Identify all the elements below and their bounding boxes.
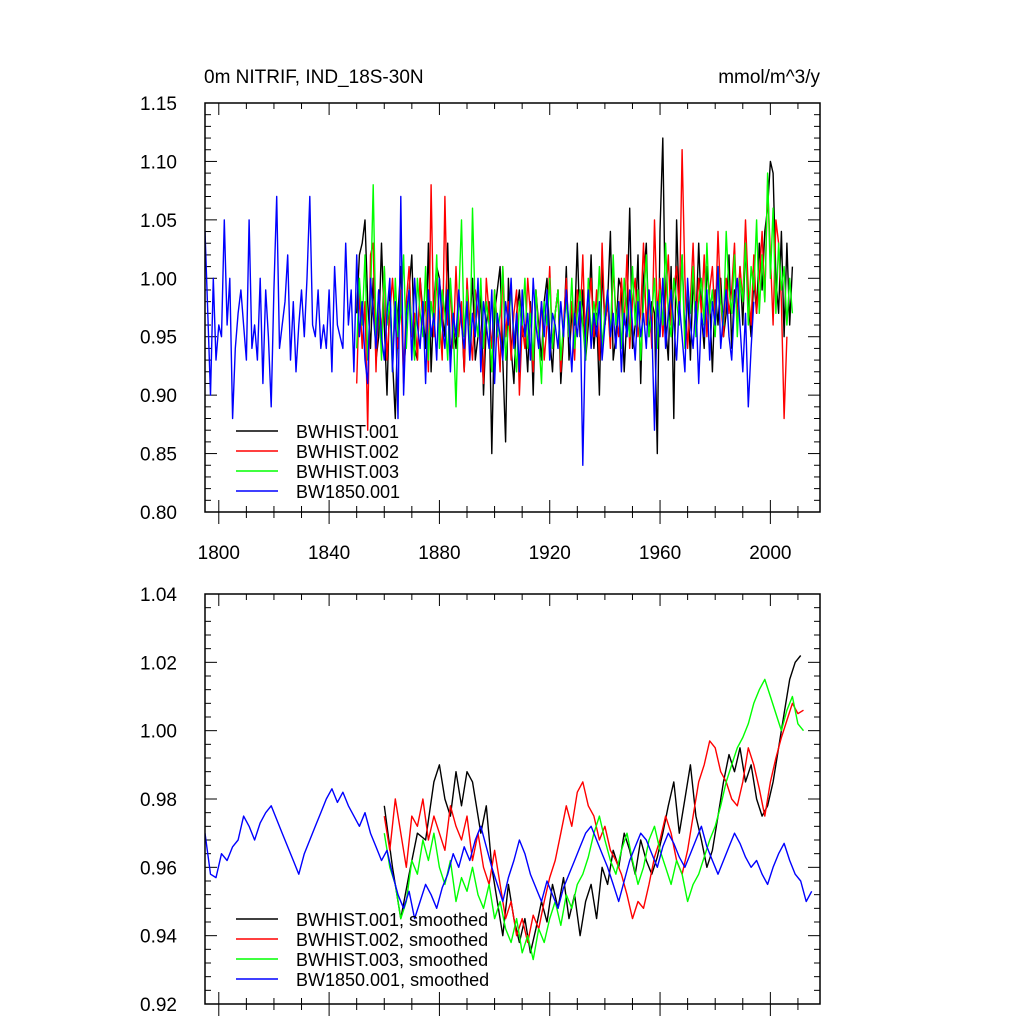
plot-frame: [204, 102, 821, 513]
y-tick-label: 1.00: [140, 722, 177, 743]
y-tick-labels: 0.92 0.94 0.96 0.98 1.00 1.02 1.04: [140, 585, 177, 1016]
chart-units: mmol/m^3/y: [718, 67, 820, 88]
y-tick-label: 1.04: [140, 585, 177, 606]
y-tick-label: 0.92: [140, 995, 177, 1016]
legend-label: BWHIST.002: [296, 442, 399, 462]
x-tick-label: 2000: [749, 543, 791, 564]
y-tick-label: 1.10: [140, 152, 177, 173]
y-tick-label: 1.00: [140, 269, 177, 290]
y-tick-label: 1.05: [140, 211, 177, 232]
x-tick-label: 1840: [308, 543, 350, 564]
x-tick-label: 1960: [639, 543, 681, 564]
legend-label: BWHIST.002, smoothed: [296, 930, 488, 950]
series-line: [205, 195, 755, 466]
x-tick-label: 1800: [198, 543, 240, 564]
tick-marks: [205, 102, 820, 524]
y-tick-label: 0.98: [140, 790, 177, 811]
timeseries-panel: 0m NITRIF, IND_18S-30N mmol/m^3/y 0.800.…: [140, 67, 821, 564]
y-tick-label: 0.94: [140, 927, 177, 948]
x-tick-label: 1920: [529, 543, 571, 564]
x-tick-label: 1880: [418, 543, 460, 564]
y-tick-label: 1.15: [140, 94, 177, 115]
legend-label: BWHIST.003, smoothed: [296, 950, 488, 970]
plot-area: [205, 655, 813, 961]
series-line: [356, 172, 794, 408]
y-tick-label: 0.90: [140, 386, 177, 407]
y-tick-label: 0.80: [140, 503, 177, 524]
series-line: [383, 702, 804, 944]
legend-label: BWHIST.001: [296, 422, 399, 442]
y-tick-label: 0.85: [140, 445, 177, 466]
chart-title-left: 0m NITRIF, IND_18S-30N: [204, 67, 424, 88]
plot-frame: [204, 593, 821, 1005]
smoothed-panel: 0.92 0.94 0.96 0.98 1.00 1.02 1.04 BWHIST.001,…: [140, 585, 821, 1016]
tick-marks: [205, 593, 820, 1016]
legend-label: BWHIST.003: [296, 462, 399, 482]
y-tick-labels: 0.80 0.85 0.90 0.95 1.00 1.05 1.10 1.15: [140, 94, 177, 524]
y-tick-label: 1.02: [140, 653, 177, 674]
x-tick-labels: 1800 1840 1880 1920 1960 2000: [198, 543, 792, 564]
legend-label: BWHIST.001, smoothed: [296, 910, 488, 930]
y-tick-label: 0.96: [140, 858, 177, 879]
legend-label: BW1850.001, smoothed: [296, 970, 489, 990]
series-line: [205, 788, 813, 920]
series-line: [383, 655, 802, 954]
y-tick-label: 0.95: [140, 328, 177, 349]
plot-area: [205, 137, 794, 466]
legend-label: BW1850.001: [296, 482, 400, 502]
